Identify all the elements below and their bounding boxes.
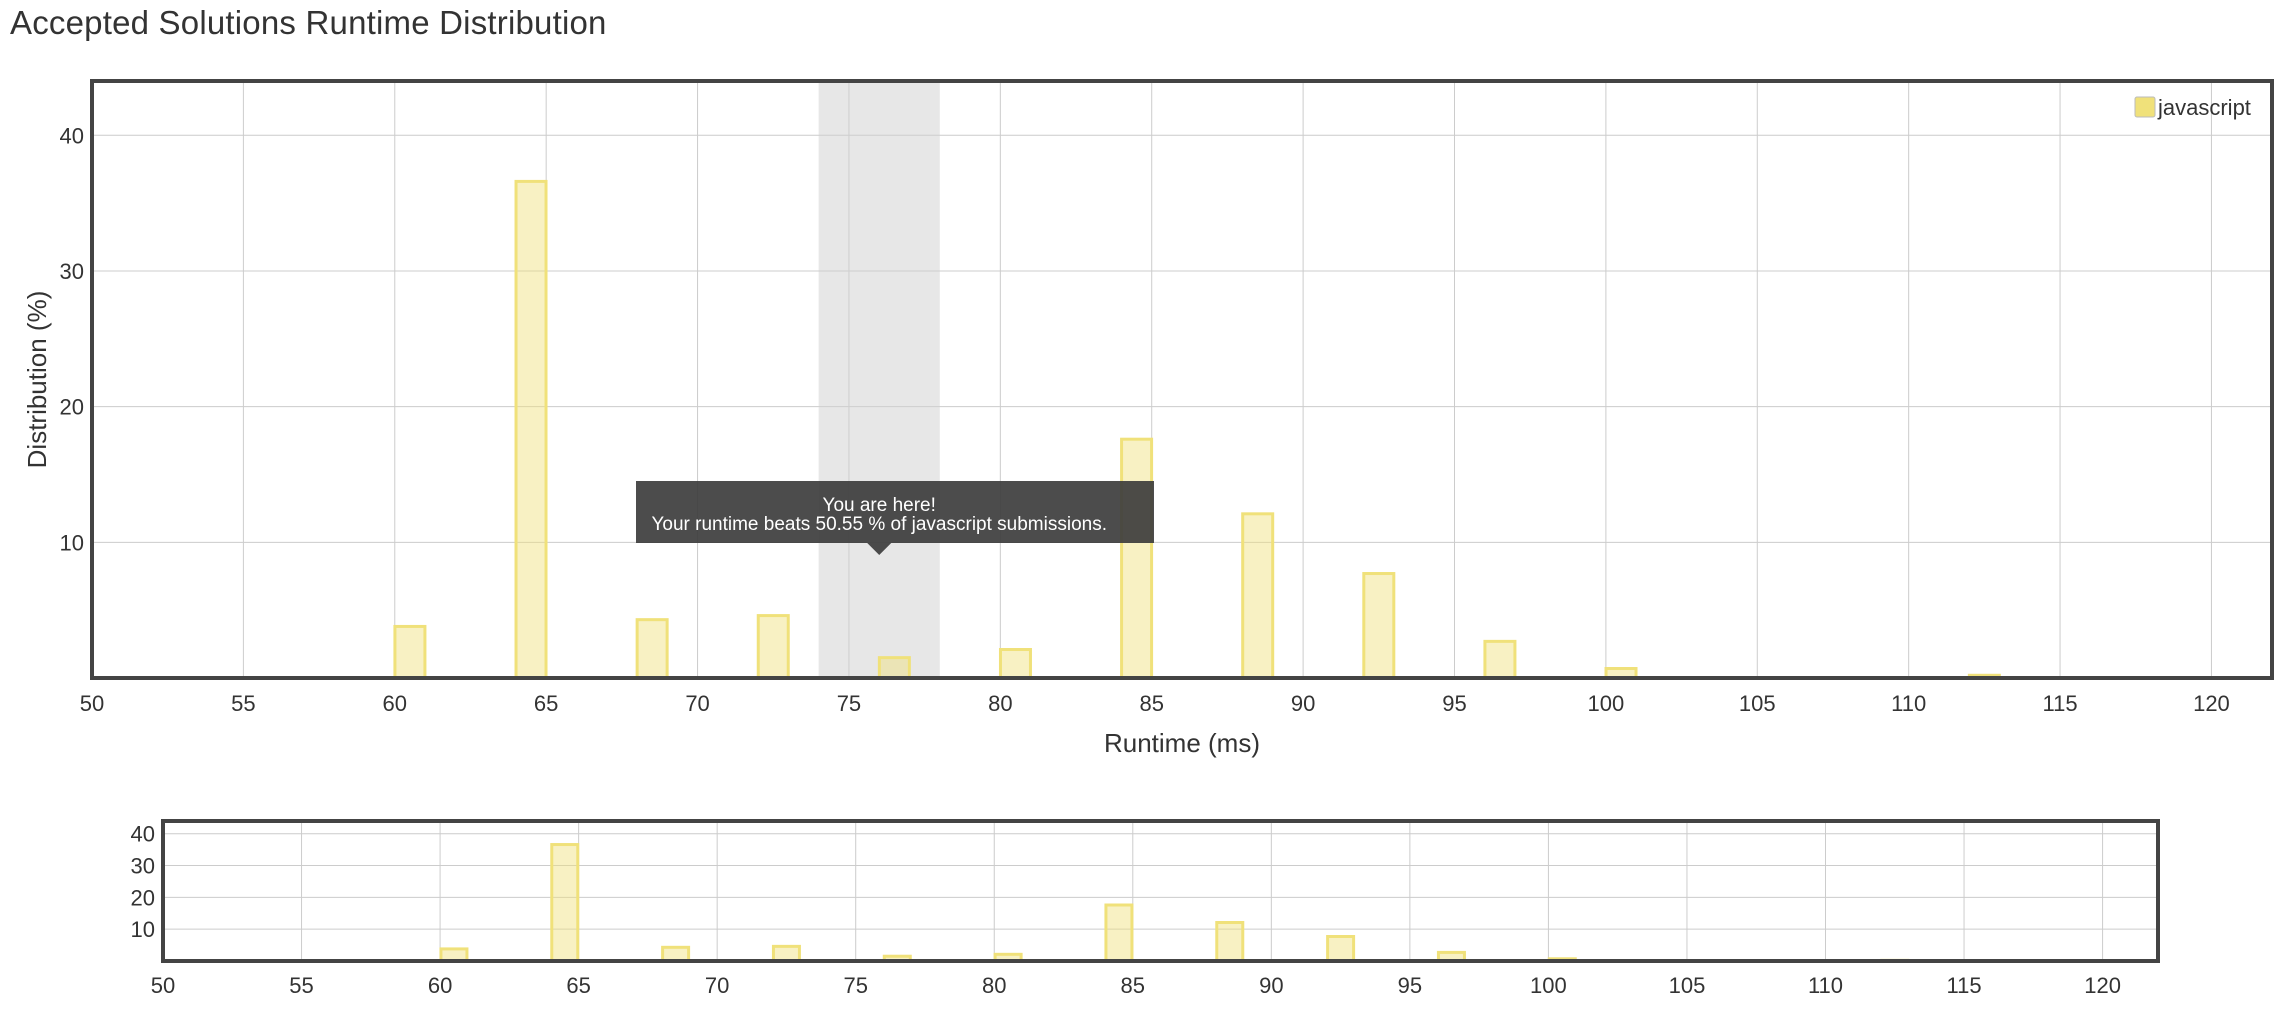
main-bars[interactable] xyxy=(393,179,2001,680)
bar-80.5[interactable] xyxy=(998,648,1032,680)
highlight-band xyxy=(818,81,940,678)
legend-swatch-javascript[interactable] xyxy=(2134,96,2156,118)
navigator-x-tick-label: 80 xyxy=(982,973,1006,998)
navigator-x-tick-label: 70 xyxy=(705,973,729,998)
main-x-tick-label: 105 xyxy=(1739,691,1776,716)
main-x-tick-label: 90 xyxy=(1291,691,1315,716)
navigator-bar-64.5[interactable] xyxy=(550,843,580,963)
tooltip-title: You are here! xyxy=(823,495,936,516)
navigator-bar-72.5[interactable] xyxy=(771,944,801,963)
navigator-y-tick-label: 30 xyxy=(131,854,155,879)
runtime-tooltip: You are here! Your runtime beats 50.55 %… xyxy=(636,481,1154,555)
main-x-tick-label: 120 xyxy=(2193,691,2230,716)
navigator-y-tick-labels: 10 20 30 40 xyxy=(131,822,155,942)
tooltip-text: Your runtime beats 50.55 % of javascript… xyxy=(651,514,1107,535)
x-axis-title: Runtime (ms) xyxy=(1104,728,1260,758)
main-x-tick-label: 100 xyxy=(1588,691,1625,716)
navigator-x-tick-label: 55 xyxy=(289,973,313,998)
main-y-tick-label: 20 xyxy=(60,395,84,420)
main-x-tick-labels: 50 55 60 65 70 75 80 85 90 95 100 105 110 115 120 xyxy=(80,691,2230,716)
navigator-x-tick-labels: 50 55 60 65 70 75 80 85 90 95 100 105 110 115 120 xyxy=(151,973,2121,998)
navigator-bar-88.5[interactable] xyxy=(1215,921,1245,963)
legend[interactable]: javascript xyxy=(2134,95,2251,120)
navigator-x-tick-label: 100 xyxy=(1530,973,1567,998)
main-x-tick-label: 50 xyxy=(80,691,104,716)
main-plot[interactable]: 50 55 60 65 70 75 80 85 90 95 100 105 110 115 120 10 20… xyxy=(22,79,2274,758)
bar-88.5[interactable] xyxy=(1241,512,1275,680)
navigator-plot[interactable]: 50 55 60 65 70 75 80 85 90 95 100 105 110 115 120 10 20… xyxy=(131,819,2160,998)
navigator-x-tick-label: 115 xyxy=(1947,973,1982,998)
navigator-y-tick-label: 40 xyxy=(131,822,155,847)
navigator-x-tick-label: 105 xyxy=(1669,973,1706,998)
main-grid xyxy=(91,81,2272,678)
main-x-tick-label: 110 xyxy=(1891,691,1926,716)
navigator-y-tick-label: 10 xyxy=(131,917,155,942)
navigator-grid xyxy=(162,821,2158,961)
main-x-tick-label: 80 xyxy=(988,691,1012,716)
navigator-bar-68.5[interactable] xyxy=(661,945,691,963)
main-x-tick-label: 70 xyxy=(685,691,709,716)
navigator-x-tick-label: 65 xyxy=(566,973,590,998)
navigator-x-tick-label: 75 xyxy=(843,973,867,998)
main-x-tick-label: 115 xyxy=(2043,691,2078,716)
navigator-x-tick-label: 90 xyxy=(1259,973,1283,998)
navigator-x-tick-label: 110 xyxy=(1808,973,1843,998)
main-x-tick-label: 95 xyxy=(1442,691,1466,716)
navigator-bar-84.5[interactable] xyxy=(1104,903,1134,963)
navigator-x-tick-label: 95 xyxy=(1398,973,1422,998)
bar-84.5[interactable] xyxy=(1120,437,1154,680)
page-title: Accepted Solutions Runtime Distribution xyxy=(10,4,607,41)
main-y-tick-label: 30 xyxy=(60,259,84,284)
main-x-tick-label: 65 xyxy=(534,691,558,716)
main-y-tick-label: 10 xyxy=(60,530,84,555)
main-x-tick-label: 60 xyxy=(383,691,407,716)
navigator-bar-92.5[interactable] xyxy=(1326,935,1356,963)
main-y-tick-label: 40 xyxy=(60,123,84,148)
y-axis-title: Distribution (%) xyxy=(22,291,52,469)
current-runtime-band xyxy=(818,81,940,678)
navigator-x-tick-label: 85 xyxy=(1121,973,1145,998)
tooltip-box xyxy=(636,481,1154,555)
bar-64.5[interactable] xyxy=(514,179,548,680)
bar-72.5[interactable] xyxy=(756,614,790,680)
bar-60.5[interactable] xyxy=(393,624,427,680)
bar-76.5[interactable] xyxy=(877,656,911,680)
main-y-tick-labels: 10 20 30 40 xyxy=(60,123,84,555)
main-plot-frame xyxy=(90,79,2274,680)
navigator-x-tick-label: 120 xyxy=(2084,973,2121,998)
bar-96.5[interactable] xyxy=(1483,639,1517,680)
legend-label-javascript[interactable]: javascript xyxy=(2157,95,2251,120)
navigator-x-tick-label: 50 xyxy=(151,973,175,998)
navigator-frame[interactable] xyxy=(161,819,2160,963)
main-x-tick-label: 55 xyxy=(231,691,255,716)
main-x-tick-label: 85 xyxy=(1139,691,1163,716)
navigator-y-tick-label: 20 xyxy=(131,885,155,910)
navigator-bars[interactable] xyxy=(439,843,1910,963)
bar-92.5[interactable] xyxy=(1362,572,1396,680)
main-x-tick-label: 75 xyxy=(837,691,861,716)
bar-68.5[interactable] xyxy=(635,618,669,680)
navigator-x-tick-label: 60 xyxy=(428,973,452,998)
